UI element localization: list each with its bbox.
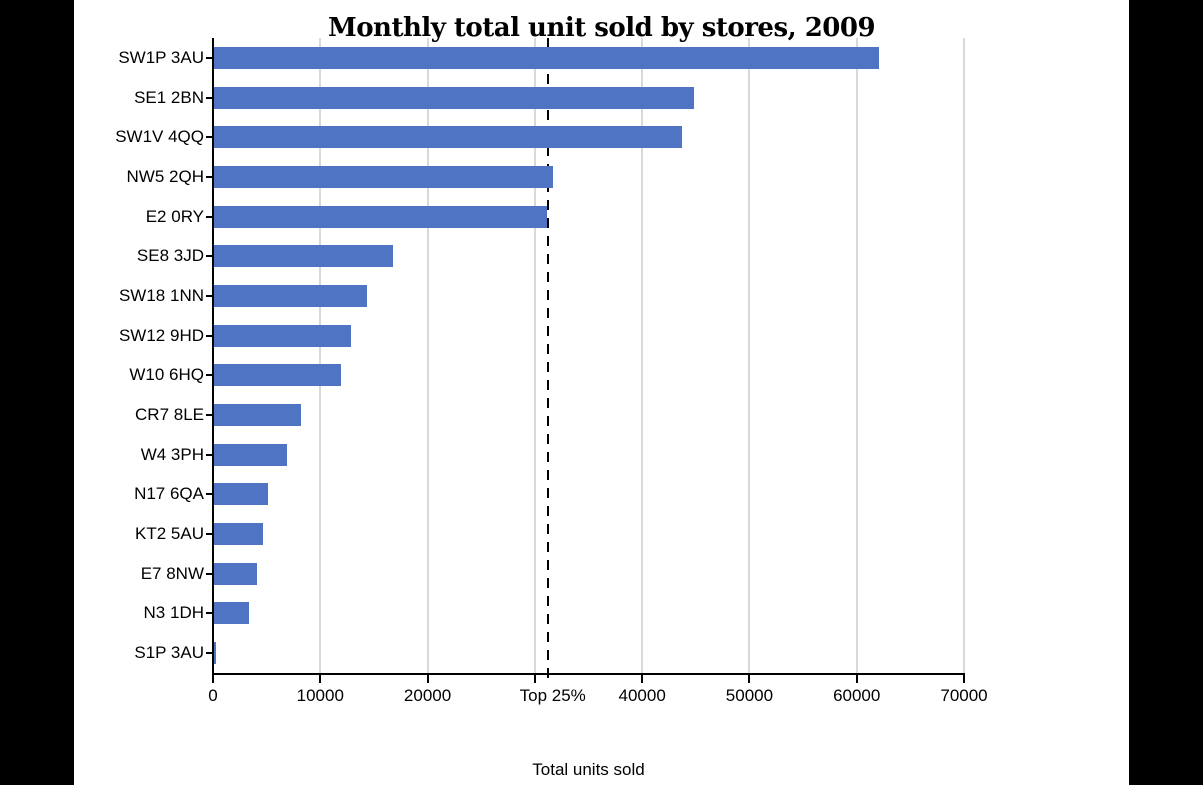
x-axis-tick-label: 40000	[618, 686, 666, 705]
y-axis-label: E2 0RY	[145, 206, 204, 226]
y-axis-tick	[206, 175, 213, 178]
y-axis-tick	[206, 414, 213, 417]
x-axis-tick	[855, 675, 858, 683]
y-axis-label: SW18 1NN	[118, 285, 204, 305]
chart-panel: Monthly total unit sold by stores, 2009 …	[74, 0, 1129, 785]
y-axis-label: W4 3PH	[140, 444, 204, 464]
chart-title: Monthly total unit sold by stores, 2009	[327, 13, 876, 43]
x-axis-tick	[641, 675, 644, 683]
y-axis-tick	[206, 652, 213, 655]
bar	[214, 126, 682, 149]
gridline	[319, 38, 322, 673]
bar	[214, 602, 250, 625]
y-axis-tick	[206, 294, 213, 297]
bar	[214, 165, 554, 188]
x-axis-tick-label: 70000	[940, 686, 988, 705]
x-axis-tick-label: 0	[208, 686, 218, 705]
bar	[214, 483, 268, 506]
bar	[214, 205, 547, 228]
x-axis-tick-label: 50000	[725, 686, 774, 705]
y-axis-tick	[206, 374, 213, 377]
bar	[214, 642, 216, 665]
x-axis-tick-label: 10000	[296, 686, 344, 705]
y-axis-tick	[206, 215, 213, 218]
x-axis-title: Total units sold	[532, 760, 645, 779]
gridline	[855, 38, 858, 673]
gridline	[641, 38, 644, 673]
y-axis-tick	[206, 612, 213, 615]
y-axis-label: SW12 9HD	[118, 325, 204, 345]
y-axis-label: SW1P 3AU	[118, 47, 204, 67]
y-axis-tick	[206, 334, 213, 337]
bar	[214, 284, 368, 307]
y-axis-tick	[206, 453, 213, 456]
y-axis-label: KT2 5AU	[135, 524, 204, 544]
x-axis-line	[212, 673, 965, 675]
y-axis-label: NW5 2QH	[126, 166, 204, 186]
bar	[214, 523, 264, 546]
y-axis-label: SW1V 4QQ	[115, 127, 204, 147]
bar	[214, 86, 694, 109]
bar	[214, 443, 287, 466]
y-axis-tick	[206, 96, 213, 99]
x-axis-tick	[319, 675, 322, 683]
gridline	[748, 38, 751, 673]
x-axis-tick	[963, 675, 965, 683]
y-axis-label: N17 6QA	[134, 484, 204, 504]
gridline	[533, 38, 536, 673]
y-axis-label: S1P 3AU	[134, 643, 204, 663]
reference-line-label: Top 25%	[519, 686, 586, 705]
gridline	[963, 38, 965, 673]
y-axis-label: E7 8NW	[140, 563, 204, 583]
y-axis-tick	[206, 56, 213, 59]
x-axis-tick-label: 20000	[403, 686, 452, 705]
y-axis-label: W10 6HQ	[129, 365, 204, 385]
y-axis-label: CR7 8LE	[135, 405, 204, 425]
y-axis-tick	[206, 136, 213, 139]
y-axis-tick	[206, 493, 213, 496]
bar	[214, 364, 341, 387]
x-axis-tick	[533, 675, 536, 683]
x-axis-tick-label: 60000	[833, 686, 881, 705]
y-axis-line	[212, 38, 214, 675]
bar	[214, 324, 352, 347]
gridline	[426, 38, 429, 673]
x-axis-tick	[748, 675, 751, 683]
bar	[214, 562, 257, 585]
reference-line	[546, 38, 549, 681]
bar	[214, 46, 880, 69]
y-axis-tick	[206, 533, 213, 536]
bar	[214, 245, 394, 268]
x-axis-tick	[426, 675, 429, 683]
y-axis-label: N3 1DH	[143, 603, 204, 623]
y-axis-tick	[206, 255, 213, 258]
y-axis-label: SE8 3JD	[136, 246, 204, 266]
y-axis-tick	[206, 572, 213, 575]
bar	[214, 404, 301, 427]
y-axis-label: SE1 2BN	[134, 87, 204, 107]
x-axis-tick	[212, 675, 214, 683]
